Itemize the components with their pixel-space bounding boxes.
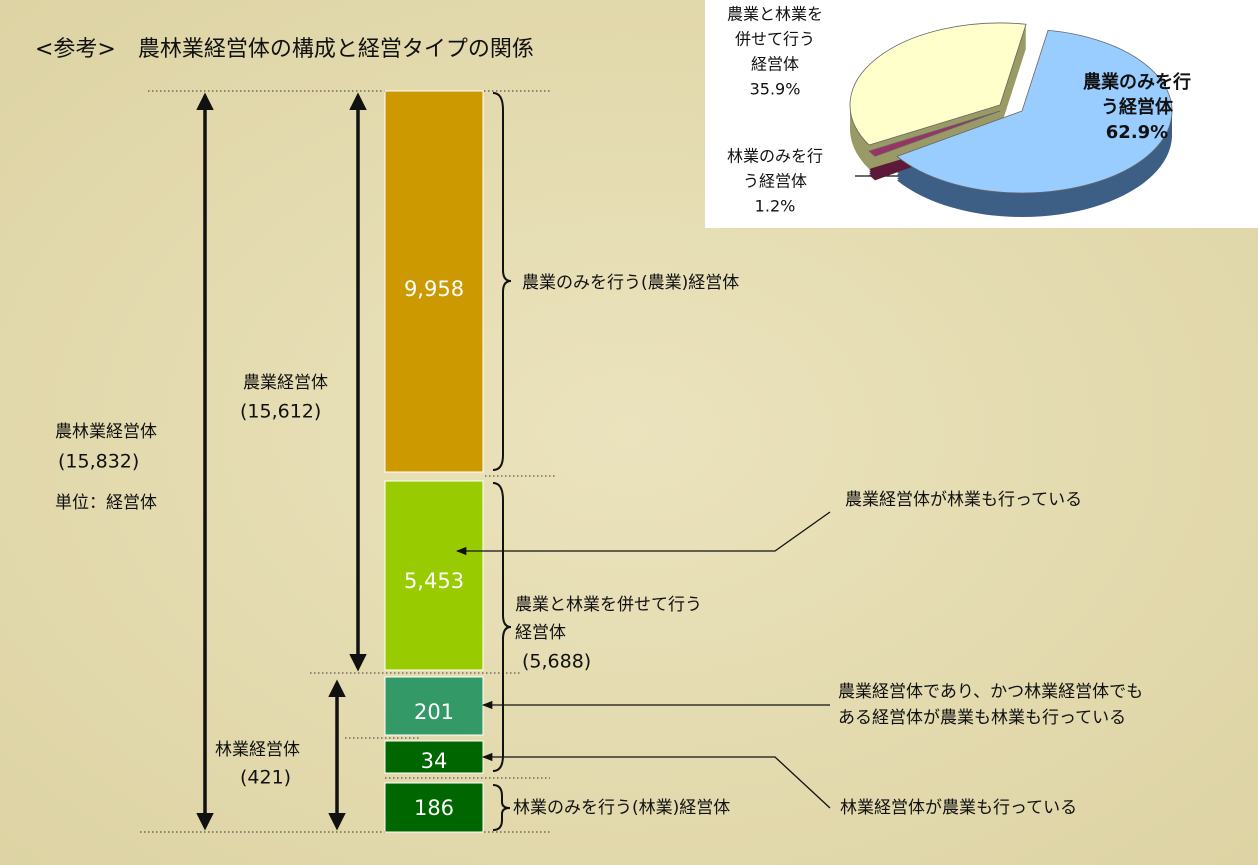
- pie-slice: [849, 22, 1027, 146]
- pie-value-label: 35.9%: [750, 80, 801, 99]
- callout-arrow: [481, 752, 831, 809]
- pie-value-label: 1.2%: [755, 197, 796, 216]
- callout: 林業経営体が農業も行っている: [840, 798, 1077, 818]
- segment-label: 201: [414, 700, 454, 724]
- brace-label: 経営体: [515, 623, 566, 643]
- callout-arrow: [455, 511, 831, 556]
- range-label: 林業経営体: [215, 740, 300, 760]
- pie-slice: [896, 29, 1173, 194]
- range-label: 農業経営体: [243, 373, 328, 393]
- segment: [384, 782, 484, 833]
- pie-label: 林業のみを行: [727, 147, 823, 166]
- segment-label: 5,453: [404, 569, 464, 593]
- segment-label: 186: [414, 796, 454, 820]
- range-label: 農林業経営体: [55, 422, 157, 442]
- segment-label: 9,958: [404, 277, 464, 301]
- segment-label: 34: [421, 749, 448, 773]
- brace: [492, 92, 512, 471]
- callout: ある経営体が農業も林業も行っている: [838, 708, 1126, 728]
- brace: [492, 784, 511, 831]
- title: <参考> 農林業経営体の構成と経営タイプの関係: [35, 37, 534, 62]
- pie-label: 農業のみを行: [1083, 71, 1191, 93]
- brace: [492, 482, 512, 772]
- brace-label: (5,688): [522, 651, 591, 673]
- pie-label: 経営体: [751, 55, 799, 74]
- callout: 農業経営体が林業も行っている: [845, 490, 1082, 510]
- segment: [384, 90, 484, 473]
- pie-value-label: 62.9%: [1106, 122, 1168, 143]
- pie: [849, 22, 1173, 218]
- callout: 農業経営体であり、かつ林業経営体でも: [838, 682, 1143, 702]
- brace-label: 林業のみを行う(林業)経営体: [513, 798, 730, 818]
- range-value: (15,832): [58, 451, 139, 473]
- segment: [384, 480, 484, 671]
- pie-label: う経営体: [743, 172, 807, 191]
- brace-label: 農業と林業を併せて行う: [515, 595, 702, 615]
- range-value: (421): [240, 767, 291, 789]
- unit: 単位：経営体: [55, 493, 157, 513]
- pie-label: 農業と林業を: [727, 5, 823, 24]
- pie-label: 併せて行う: [735, 30, 815, 49]
- pie-label: う経営体: [1101, 96, 1174, 118]
- range-value: (15,612): [240, 401, 321, 423]
- pie-slice: [868, 110, 1001, 157]
- brace-label: 農業のみを行う(農業)経営体: [522, 273, 739, 293]
